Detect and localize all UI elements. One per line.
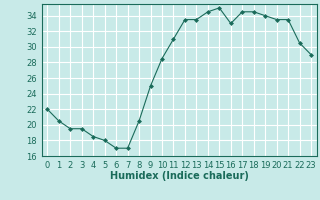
X-axis label: Humidex (Indice chaleur): Humidex (Indice chaleur) — [110, 171, 249, 181]
